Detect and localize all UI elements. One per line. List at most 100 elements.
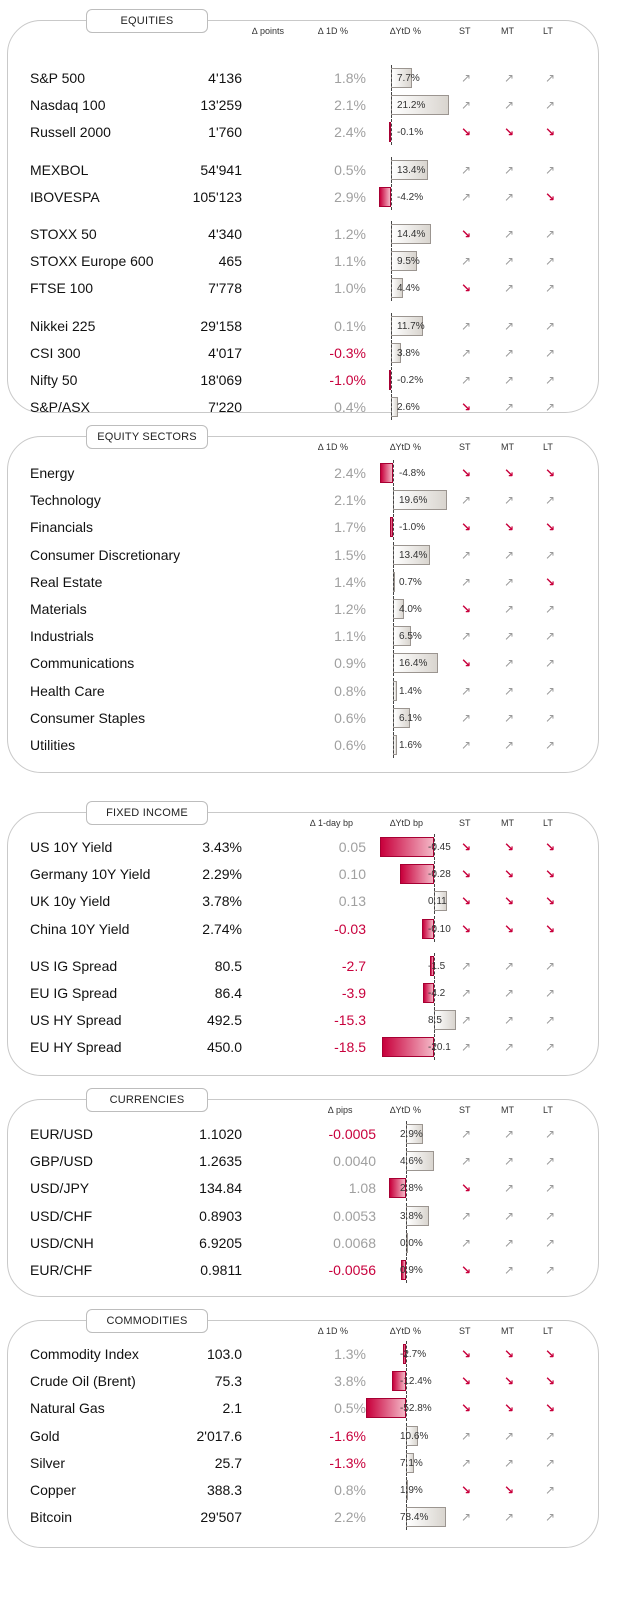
table-row[interactable]: US IG Spread 80.5 -2.7 -1.5 ↗ ↗ ↗ (8, 952, 598, 979)
table-row[interactable]: MEXBOL 54'941 0.5% 13.4% ↗ ↗ ↗ (8, 156, 598, 183)
table-row[interactable]: STOXX Europe 600 465 1.1% 9.5% ↗ ↗ ↗ (8, 248, 598, 275)
table-row[interactable]: S&P 500 4'136 1.8% 7.7% ↗ ↗ ↗ (8, 65, 598, 91)
trend-st-up-right-arrow-icon: ↗ (460, 1428, 472, 1443)
table-row[interactable]: Copper 388.3 0.8% 1.9% ↘ ↘ ↗ (8, 1477, 598, 1503)
ytd-cell: 0.0% (8, 1229, 598, 1256)
table-row[interactable]: Consumer Staples 0.6% 6.1% ↗ ↗ ↗ (8, 704, 598, 731)
trend-lt-up-right-arrow-icon: ↗ (544, 629, 556, 644)
last-value: 3.78% (202, 893, 242, 910)
last-value: 4'017 (208, 344, 242, 361)
last-value: 1.1020 (199, 1126, 242, 1142)
equity-sectors-title: EQUITY SECTORS (86, 425, 208, 449)
ytd-cell: -0.2% (8, 367, 598, 393)
table-row[interactable]: Financials 1.7% -1.0% ↘ ↘ ↘ (8, 514, 598, 541)
trend-st-up-right-arrow-icon: ↗ (460, 958, 472, 973)
equities-delta-header: ∆ points (252, 26, 285, 36)
trend-lt-up-right-arrow-icon: ↗ (544, 656, 556, 671)
table-row[interactable]: UK 10y Yield 3.78% 0.13 0.11 ↘ ↘ ↘ (8, 888, 598, 915)
daily-change: 0.5% (334, 161, 366, 178)
table-row[interactable]: Consumer Discretionary 1.5% 13.4% ↗ ↗ ↗ (8, 541, 598, 568)
trend-lt-down-right-arrow-icon: ↘ (544, 520, 556, 535)
last-value: 29'507 (200, 1509, 242, 1526)
commodities-title: COMMODITIES (86, 1309, 208, 1333)
last-value: 86.4 (214, 985, 242, 1001)
ytd-value: 3.8% (400, 1210, 423, 1222)
daily-change: 1.1% (334, 628, 366, 645)
daily-change: 0.4% (334, 399, 366, 416)
table-row[interactable]: US HY Spread 492.5 -15.3 8.5 ↗ ↗ ↗ (8, 1007, 598, 1034)
daily-change: -0.0056 (328, 1262, 376, 1278)
trend-st-up-right-arrow-icon: ↗ (460, 547, 472, 562)
table-row[interactable]: Germany 10Y Yield 2.29% 0.10 -0.28 ↘ ↘ ↘ (8, 861, 598, 888)
trend-st-down-right-arrow-icon: ↘ (460, 1483, 472, 1497)
table-row[interactable]: Real Estate 1.4% 0.7% ↗ ↗ ↘ (8, 568, 598, 595)
ytd-bar (422, 918, 434, 939)
trend-lt-up-right-arrow-icon: ↗ (544, 710, 556, 725)
table-row[interactable]: EU IG Spread 86.4 -3.9 -4.2 ↗ ↗ ↗ (8, 980, 598, 1006)
trend-st-up-right-arrow-icon: ↗ (460, 1127, 472, 1141)
instrument-name: Communications (30, 655, 135, 672)
last-value: 105'123 (192, 188, 242, 205)
trend-lt-up-right-arrow-icon: ↗ (544, 1483, 556, 1497)
table-row[interactable]: Industrials 1.1% 6.5% ↗ ↗ ↗ (8, 623, 598, 650)
table-row[interactable]: Technology 2.1% 19.6% ↗ ↗ ↗ (8, 487, 598, 514)
table-row[interactable]: GBP/USD 1.2635 0.0040 4.6% ↗ ↗ ↗ (8, 1148, 598, 1175)
table-row[interactable]: EUR/USD 1.1020 -0.0005 2.9% ↗ ↗ ↗ (8, 1121, 598, 1147)
trend-mt-up-right-arrow-icon: ↗ (503, 1235, 515, 1250)
table-row[interactable]: China 10Y Yield 2.74% -0.03 -0.10 ↘ ↘ ↘ (8, 915, 598, 942)
table-row[interactable]: Health Care 0.8% 1.4% ↗ ↗ ↗ (8, 677, 598, 704)
ytd-cell: -0.10 (8, 915, 598, 942)
ytd-cell: -12.4% (8, 1368, 598, 1395)
table-row[interactable]: EUR/CHF 0.9811 -0.0056 0.9% ↘ ↗ ↗ (8, 1257, 598, 1283)
ytd-axis (391, 92, 392, 119)
trend-lt-up-right-arrow-icon: ↗ (544, 683, 556, 698)
table-row[interactable]: Utilities 0.6% 1.6% ↗ ↗ ↗ (8, 732, 598, 758)
table-row[interactable]: FTSE 100 7'778 1.0% 4.4% ↘ ↗ ↗ (8, 275, 598, 302)
table-row[interactable]: S&P/ASX 7'220 0.4% 2.6% ↘ ↗ ↗ (8, 394, 598, 421)
table-row[interactable]: Communications 0.9% 16.4% ↘ ↗ ↗ (8, 650, 598, 677)
table-row[interactable]: Silver 25.7 -1.3% 7.1% ↗ ↗ ↗ (8, 1449, 598, 1476)
table-row[interactable]: EU HY Spread 450.0 -18.5 -20.1 ↗ ↗ ↗ (8, 1034, 598, 1061)
fixed-income-ytd-header: ∆YtD bp (390, 818, 424, 828)
daily-change: 3.8% (334, 1373, 366, 1390)
table-row[interactable]: Nasdaq 100 13'259 2.1% 21.2% ↗ ↗ ↗ (8, 92, 598, 119)
daily-change: -18.5 (334, 1039, 366, 1056)
table-row[interactable]: Gold 2'017.6 -1.6% 10.6% ↗ ↗ ↗ (8, 1422, 598, 1449)
ytd-axis (434, 952, 435, 979)
trend-st-up-right-arrow-icon: ↗ (460, 254, 472, 269)
table-row[interactable]: Commodity Index 103.0 1.3% -2.7% ↘ ↘ ↘ (8, 1341, 598, 1367)
ytd-axis (393, 704, 394, 731)
ytd-value: 21.2% (397, 100, 426, 112)
instrument-name: Bitcoin (30, 1509, 73, 1526)
trend-lt-up-right-arrow-icon: ↗ (544, 345, 556, 360)
table-row[interactable]: USD/JPY 134.84 1.08 2.8% ↘ ↗ ↗ (8, 1175, 598, 1202)
trend-st-up-right-arrow-icon: ↗ (460, 1154, 472, 1169)
table-row[interactable]: USD/CHF 0.8903 0.0053 3.8% ↗ ↗ ↗ (8, 1202, 598, 1229)
ytd-value: 9.5% (397, 256, 420, 268)
table-row[interactable]: CSI 300 4'017 -0.3% 3.8% ↗ ↗ ↗ (8, 339, 598, 366)
table-row[interactable]: Crude Oil (Brent) 75.3 3.8% -12.4% ↘ ↘ ↘ (8, 1368, 598, 1395)
ytd-cell: -52.8% (8, 1395, 598, 1422)
table-row[interactable]: Natural Gas 2.1 0.5% -52.8% ↘ ↘ ↘ (8, 1395, 598, 1422)
last-value: 492.5 (206, 1012, 242, 1029)
ytd-value: -0.28 (428, 869, 451, 881)
table-row[interactable]: IBOVESPA 105'123 2.9% -4.2% ↗ ↗ ↘ (8, 183, 598, 210)
table-row[interactable]: USD/CNH 6.9205 0.0068 0.0% ↗ ↗ ↗ (8, 1229, 598, 1256)
table-row[interactable]: Nifty 50 18'069 -1.0% -0.2% ↗ ↗ ↗ (8, 367, 598, 393)
trend-st-up-right-arrow-icon: ↗ (460, 1235, 472, 1250)
table-row[interactable]: Nikkei 225 29'158 0.1% 11.7% ↗ ↗ ↗ (8, 312, 598, 339)
ytd-axis (406, 1477, 407, 1503)
table-row[interactable]: Materials 1.2% 4.0% ↘ ↗ ↗ (8, 596, 598, 622)
ytd-axis (393, 677, 394, 704)
instrument-name: STOXX 50 (30, 226, 97, 242)
trend-st-up-right-arrow-icon: ↗ (460, 71, 472, 85)
table-row[interactable]: Bitcoin 29'507 2.2% 78.4% ↗ ↗ ↗ (8, 1504, 598, 1531)
trend-st-up-right-arrow-icon: ↗ (460, 318, 472, 333)
table-row[interactable]: Energy 2.4% -4.8% ↘ ↘ ↘ (8, 460, 598, 486)
table-row[interactable]: Russell 2000 1'760 2.4% -0.1% ↘ ↘ ↘ (8, 119, 598, 146)
table-row[interactable]: US 10Y Yield 3.43% 0.05 -0.45 ↘ ↘ ↘ (8, 834, 598, 860)
table-row[interactable]: STOXX 50 4'340 1.2% 14.4% ↘ ↗ ↗ (8, 221, 598, 247)
ytd-axis (406, 1422, 407, 1449)
ytd-axis (406, 1148, 407, 1175)
ytd-cell: 11.7% (8, 312, 598, 339)
